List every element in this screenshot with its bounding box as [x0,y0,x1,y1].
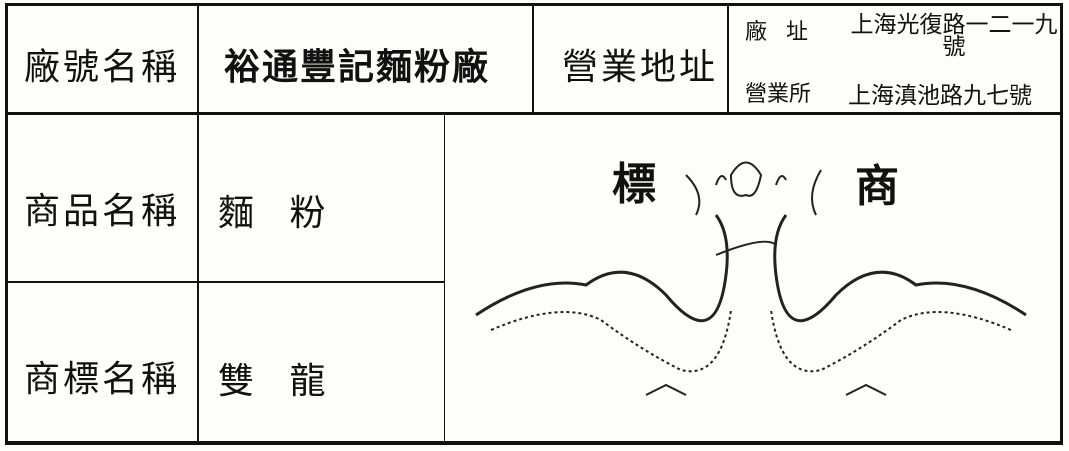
border [5,3,1063,6]
address-value: 上海滇池路九七號 [848,83,1032,109]
dragon-logo [475,161,1027,396]
logo-char: 標 [612,159,656,210]
border [444,113,445,443]
label: 廠號名稱 [24,47,181,88]
label: 營業地址 [562,47,719,88]
label: 商標名稱 [24,359,181,400]
address-label: 營業所 [745,82,812,107]
label: 商品名稱 [24,191,181,232]
border [727,3,729,113]
border [532,3,534,113]
address-label: 廠 址 [745,20,814,45]
factory-name: 裕通豐記麵粉廠 [224,46,491,88]
border [1060,3,1063,445]
border [197,3,199,445]
border [5,3,8,445]
product: 麵 粉 [218,193,326,234]
border [5,112,1063,115]
border [5,441,1063,445]
border [5,281,445,283]
address-value: 上海光復路一二一九號 [850,12,1058,60]
trademark: 雙 龍 [218,361,326,402]
logo-char: 商 [855,161,899,212]
